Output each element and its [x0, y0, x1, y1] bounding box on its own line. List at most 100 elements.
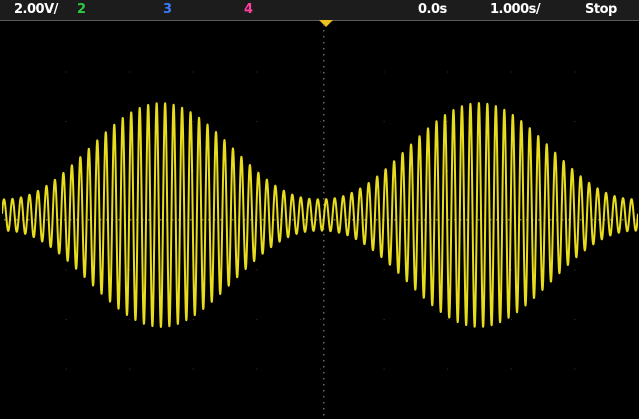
graticule-dot: [58, 219, 60, 221]
graticule-dot: [323, 120, 325, 122]
graticule-division-dot: [574, 170, 576, 172]
graticule-division-dot: [510, 319, 512, 320]
graticule-division-dot: [192, 170, 194, 172]
graticule-dot: [466, 219, 468, 221]
graticule-dot: [4, 219, 6, 221]
graticule-dot: [323, 330, 325, 332]
graticule-dot: [406, 219, 408, 221]
graticule-dot: [323, 198, 325, 200]
time-delay-readout[interactable]: 0.0s: [418, 2, 447, 17]
graticule-dot: [352, 219, 354, 221]
graticule-dot: [323, 24, 325, 26]
graticule-dot: [323, 60, 325, 62]
graticule-division-dot: [510, 368, 512, 370]
graticule-dot: [323, 192, 325, 194]
graticule-dot: [323, 174, 325, 176]
graticule-division-dot: [65, 319, 67, 320]
graticule-dot: [274, 219, 276, 221]
graticule-dot: [436, 219, 438, 221]
graticule-dot: [550, 219, 552, 221]
graticule-dot: [323, 186, 325, 188]
graticule-dot: [172, 219, 174, 221]
graticule-division-dot: [574, 368, 576, 370]
graticule-division-dot: [65, 121, 67, 122]
graticule-dot: [610, 219, 612, 221]
graticule-dot: [323, 204, 325, 206]
graticule-dot: [538, 219, 540, 221]
graticule-dot: [190, 219, 192, 221]
ch1-waveform: [2, 102, 638, 328]
graticule-dot: [323, 114, 325, 116]
graticule-division-dot: [447, 319, 449, 320]
graticule-dot: [568, 219, 570, 221]
graticule-dot: [323, 108, 325, 110]
graticule-division-dot: [574, 121, 576, 122]
ch3-label[interactable]: 3: [163, 2, 172, 17]
graticule-division-dot: [383, 368, 385, 370]
graticule-division-dot: [65, 71, 67, 73]
waveform-area: [2, 22, 638, 418]
graticule-dot: [70, 219, 72, 221]
graticule-dot: [580, 219, 582, 221]
graticule-division-dot: [320, 368, 321, 370]
graticule-division-dot: [256, 170, 258, 172]
graticule-dot: [604, 219, 606, 221]
ch1-scale-readout[interactable]: 2.00V/: [14, 2, 58, 17]
graticule-division-dot: [192, 71, 194, 73]
graticule-dot: [323, 48, 325, 50]
graticule-division-dot: [574, 269, 576, 271]
graticule-dot: [323, 66, 325, 68]
graticule-dot: [323, 42, 325, 44]
graticule-dot: [28, 219, 30, 221]
graticule-division-dot: [574, 71, 576, 73]
graticule-dot: [178, 219, 180, 221]
graticule-division-dot: [256, 368, 258, 370]
graticule-dot: [323, 126, 325, 128]
graticule-dot: [323, 390, 325, 392]
graticule-dot: [323, 246, 325, 248]
graticule-dot: [323, 318, 325, 320]
graticule-division-dot: [129, 368, 131, 370]
graticule-dot: [323, 378, 325, 380]
graticule-division-dot: [510, 121, 512, 122]
graticule-dot: [323, 300, 325, 302]
ch4-label[interactable]: 4: [244, 2, 253, 17]
graticule-dot: [323, 342, 325, 344]
graticule-division-dot: [320, 319, 321, 320]
graticule-dot: [130, 219, 132, 221]
graticule-dot: [323, 240, 325, 242]
graticule-dot: [323, 78, 325, 80]
trigger-position-icon[interactable]: [319, 20, 333, 28]
graticule-dot: [323, 144, 325, 146]
graticule-dot: [346, 219, 348, 221]
graticule-dot: [323, 72, 325, 74]
graticule-dot: [323, 324, 325, 326]
graticule-division-dot: [65, 368, 67, 370]
graticule-division-dot: [192, 368, 194, 370]
graticule-dot: [323, 306, 325, 308]
ch2-label[interactable]: 2: [77, 2, 86, 17]
graticule-dot: [250, 219, 252, 221]
graticule-division-dot: [320, 170, 321, 172]
graticule-dot: [562, 219, 564, 221]
graticule-dot: [323, 30, 325, 32]
graticule-division-dot: [65, 170, 67, 172]
graticule-dot: [106, 219, 108, 221]
graticule-dot: [424, 219, 426, 221]
graticule-dot: [304, 219, 306, 221]
graticule-dot: [292, 219, 294, 221]
graticule-dot: [323, 396, 325, 398]
run-state-readout[interactable]: Stop: [585, 2, 617, 17]
graticule-division-dot: [383, 170, 385, 172]
graticule-division-dot: [129, 319, 131, 320]
graticule-dot: [323, 90, 325, 92]
time-scale-readout[interactable]: 1.000s/: [490, 2, 541, 17]
graticule-dot: [592, 219, 594, 221]
graticule-dot: [323, 312, 325, 314]
graticule-dot: [244, 219, 246, 221]
graticule-dot: [100, 219, 102, 221]
graticule-dot: [323, 54, 325, 56]
graticule-division-dot: [574, 319, 576, 320]
graticule-dot: [323, 132, 325, 134]
